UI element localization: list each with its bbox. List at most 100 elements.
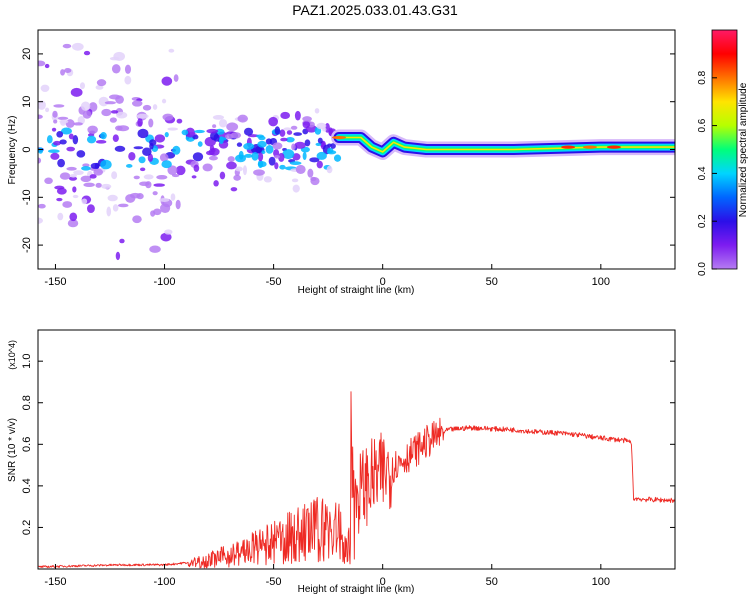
spectrogram-x-tick-label: 0	[380, 276, 386, 288]
spectrogram-blob	[115, 251, 121, 261]
spectrogram-blob	[152, 191, 158, 196]
spectrogram-x-tick-label: -150	[44, 276, 66, 288]
spectrogram-blob	[227, 156, 235, 163]
spectrogram-blob	[212, 114, 225, 120]
spectrogram-x-tick-label: 50	[486, 276, 498, 288]
spectrogram-y-tick-label: -20	[21, 237, 33, 253]
spectrogram-ridge-band	[338, 136, 675, 153]
spectrogram-blob	[79, 82, 85, 90]
colorbar-tick-label: 0.0	[697, 262, 708, 276]
snr-y-label: SNR (10 * v/v)	[7, 418, 18, 482]
spectrogram-blob	[316, 151, 327, 160]
spectrogram-blob	[164, 131, 169, 138]
spectrogram-blob	[44, 63, 50, 69]
spectrogram-blob	[161, 76, 173, 86]
spectrogram-blob	[273, 155, 281, 159]
snr-x-tick-label: -100	[154, 576, 176, 588]
spectrogram-blob	[106, 206, 112, 217]
spectrogram-blob	[56, 197, 63, 202]
spectrogram-blob	[244, 153, 253, 158]
spectrogram-x-label: Height of straight line (km)	[298, 285, 415, 296]
spectrogram-blob	[147, 153, 154, 162]
spectrogram-blob	[145, 181, 152, 189]
spectrogram-blob	[161, 98, 167, 104]
spectrogram-blob	[81, 198, 88, 205]
spectrogram-blob	[274, 126, 281, 135]
spectrogram-blob	[243, 142, 255, 150]
spectrogram-blob	[286, 130, 293, 135]
spectrogram-blob	[132, 100, 143, 107]
spectrogram-blob	[110, 110, 119, 114]
spectrogram-blob	[69, 212, 78, 222]
spectrogram-blob	[46, 135, 53, 144]
spectrogram-blob	[44, 177, 53, 185]
spectrogram-blob	[173, 74, 179, 82]
spectrogram-blob	[96, 79, 107, 87]
spectrogram-blob	[69, 174, 77, 178]
spectrogram-blob	[152, 104, 158, 110]
spectrogram-blob	[148, 118, 154, 128]
spectrogram-blob	[104, 101, 117, 105]
spectrogram-blob	[83, 50, 91, 56]
spectrogram-blob	[128, 152, 136, 161]
spectrogram-blob	[140, 167, 146, 172]
spectrogram-blob	[101, 183, 112, 189]
spectrogram-blob	[278, 152, 285, 162]
snr-x-axis: -150 -100 -50 0 50 100	[44, 564, 610, 588]
spectrogram-x-tick-label: -100	[154, 276, 176, 288]
colorbar-label: Normalized spectral amplitude	[738, 82, 749, 217]
spectrogram-blob	[133, 146, 144, 150]
spectrogram-blob	[292, 153, 301, 161]
spectrogram-blob	[294, 141, 306, 149]
spectrogram-blob	[95, 182, 102, 188]
spectrogram-blob	[53, 140, 61, 146]
spectrogram-blob	[115, 125, 123, 131]
spectrogram-blob	[87, 125, 98, 134]
spectrogram-blob	[112, 204, 119, 212]
spectrogram-blob	[202, 163, 213, 172]
spectrogram-blob	[60, 127, 73, 135]
spectrogram-y-tick-label: 20	[21, 48, 33, 60]
spectrogram-blob	[219, 171, 226, 180]
spectrogram-blob	[116, 111, 128, 119]
spectrogram-blob	[256, 134, 264, 138]
spectrogram-y-axis: -20 -10 0 10 20	[21, 48, 675, 253]
spectrogram-blob	[111, 171, 118, 180]
spectrogram-blob	[194, 129, 205, 134]
snr-y-tick-label: 0.2	[21, 520, 33, 535]
spectrogram-blob	[98, 96, 109, 107]
spectrogram-blob	[112, 134, 119, 142]
spectrogram-blob	[150, 210, 156, 217]
spectrogram-blob	[40, 84, 50, 93]
spectrogram-blob	[82, 110, 92, 119]
spectrogram-blob	[132, 215, 142, 224]
spectrogram-blob	[66, 166, 77, 171]
spectrogram-blob	[268, 116, 278, 127]
spectrogram-blob	[159, 153, 169, 162]
spectrogram-blob	[279, 129, 286, 137]
spectrogram-blob	[153, 183, 166, 187]
spectrogram-x-axis: -150 -100 -50 0 50 100	[44, 264, 610, 288]
snr-series-path	[38, 391, 675, 569]
spectrogram-blob	[310, 176, 317, 182]
spectrogram-blob	[72, 42, 84, 51]
spectrogram-blob	[100, 159, 112, 170]
spectrogram-blob	[52, 110, 58, 118]
snr-x-tick-label: -50	[266, 576, 282, 588]
spectrogram-blob	[160, 232, 172, 242]
spectrogram-blob	[293, 132, 303, 136]
spectrogram-blob	[88, 102, 98, 112]
spectrogram-blob	[302, 121, 311, 129]
spectrogram-blob	[175, 165, 186, 176]
colorbar-ticks: 0.0 0.2 0.4 0.6 0.8	[697, 70, 717, 276]
spectrogram-blob	[168, 48, 175, 53]
spectrogram-blob	[302, 116, 312, 122]
spectrogram-blob	[56, 130, 64, 138]
spectrogram-blob	[72, 186, 77, 193]
spectrogram-blob	[68, 133, 74, 140]
spectrogram-blob	[170, 193, 176, 201]
spectrogram-blob	[314, 108, 320, 114]
